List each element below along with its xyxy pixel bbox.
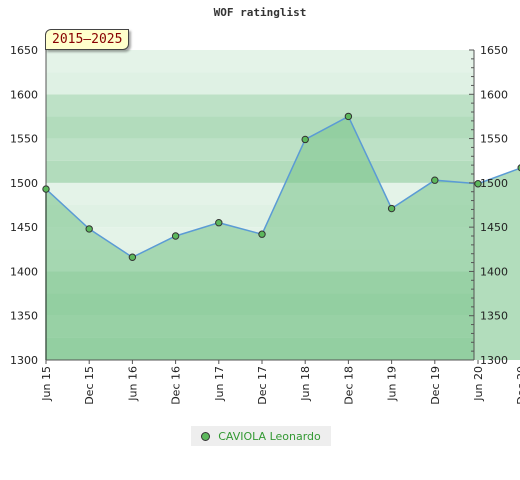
y-tick-label-left: 1650 <box>10 44 38 57</box>
x-tick-label: Dec 18 <box>342 366 355 405</box>
y-tick-label-right: 1400 <box>480 265 508 278</box>
data-point <box>474 180 482 188</box>
y-tick-label-right: 1350 <box>480 310 508 323</box>
y-tick-label-left: 1350 <box>10 310 38 323</box>
legend[interactable]: CAVIOLA Leonardo <box>191 426 331 446</box>
y-tick-label-right: 1650 <box>480 44 508 57</box>
y-tick-label-right: 1300 <box>480 354 508 367</box>
y-tick-label-left: 1550 <box>10 133 38 146</box>
series-line <box>45 115 520 259</box>
data-point <box>258 230 266 238</box>
chart-title: WOF ratinglist <box>213 6 307 19</box>
period-badge: 2015–2025 <box>45 29 130 50</box>
x-tick-label: Jun 20 <box>472 366 485 402</box>
y-tick-label-right: 1550 <box>480 133 508 146</box>
background-band <box>46 94 474 117</box>
data-point <box>171 232 180 240</box>
legend-label: CAVIOLA Leonardo <box>218 429 321 443</box>
x-tick-label: Jun 18 <box>299 366 312 402</box>
background-band <box>46 116 474 139</box>
x-tick-label: Dec 17 <box>256 366 269 405</box>
y-tick-label-right: 1600 <box>480 88 508 101</box>
x-tick-label: Dec 19 <box>429 366 442 405</box>
y-tick-label-left: 1400 <box>10 265 38 278</box>
x-tick-label: Jun 17 <box>213 366 226 402</box>
x-tick-label: Dec 15 <box>83 366 96 405</box>
x-tick-label: Jun 19 <box>386 366 399 402</box>
x-tick-label: Dec 16 <box>170 366 183 405</box>
axes: 1300 1300 1350 1350 1400 1400 1450 1450 1500 1500… <box>10 44 520 405</box>
background-band <box>46 72 474 95</box>
y-tick-label-left: 1300 <box>10 354 38 367</box>
data-point <box>301 135 309 144</box>
data-point <box>431 176 439 184</box>
legend-marker-icon <box>201 431 211 441</box>
y-tick-label-right: 1450 <box>480 221 508 234</box>
data-point <box>387 204 396 213</box>
y-tick-label-left: 1500 <box>10 177 38 190</box>
y-tick-label-left: 1600 <box>10 88 38 101</box>
y-tick-label-right: 1500 <box>480 177 508 190</box>
x-tick-label: Jun 16 <box>126 366 139 402</box>
data-point <box>128 253 137 261</box>
background-band <box>46 160 474 183</box>
marker-layer <box>42 112 520 261</box>
series-area <box>46 116 520 360</box>
data-point <box>344 112 353 121</box>
data-point <box>85 225 93 233</box>
y-tick-label-left: 1450 <box>10 221 38 234</box>
x-tick-label: Dec 20 <box>515 366 520 405</box>
background-band <box>46 138 474 161</box>
x-tick-label: Jun 15 <box>40 366 53 402</box>
data-point <box>42 185 50 193</box>
data-point <box>215 219 223 227</box>
background-band <box>46 50 474 73</box>
